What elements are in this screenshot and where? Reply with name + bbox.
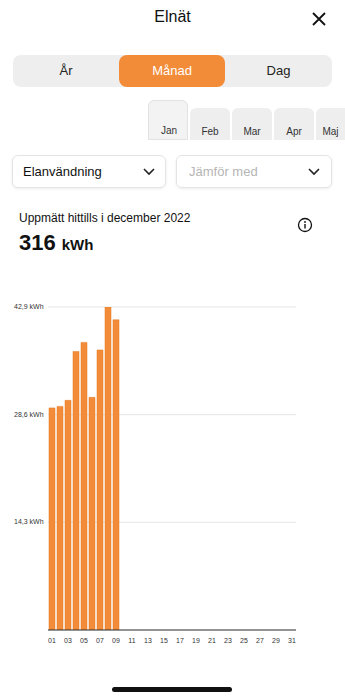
svg-text:17: 17 <box>176 637 184 644</box>
svg-text:42,9 kWh: 42,9 kWh <box>14 303 44 310</box>
svg-text:15: 15 <box>160 637 168 644</box>
svg-text:09: 09 <box>112 637 120 644</box>
svg-text:11: 11 <box>128 637 135 644</box>
svg-text:27: 27 <box>256 637 264 644</box>
svg-text:23: 23 <box>224 637 232 644</box>
svg-text:19: 19 <box>192 637 200 644</box>
html-text:År: År <box>59 63 73 78</box>
svg-text:05: 05 <box>80 637 88 644</box>
html-text:Apr: Apr <box>286 126 302 137</box>
svg-text:28,6 kWh: 28,6 kWh <box>14 411 44 418</box>
svg-text:03: 03 <box>64 637 72 644</box>
svg-text:13: 13 <box>144 637 152 644</box>
svg-text:14,3 kWh: 14,3 kWh <box>14 518 44 525</box>
svg-text:07: 07 <box>96 637 104 644</box>
svg-text:21: 21 <box>208 637 216 644</box>
html-text:Uppmätt hittills i december 20: Uppmätt hittills i december 2022 <box>19 211 191 225</box>
html-text:Mar: Mar <box>243 126 261 137</box>
html-text:Maj: Maj <box>322 126 339 137</box>
html-text:Jämför med: Jämför med <box>189 164 258 179</box>
html-text:Dag: Dag <box>266 63 291 78</box>
svg-text:31: 31 <box>288 637 296 644</box>
svg-text:25: 25 <box>240 637 248 644</box>
html-text:Feb: Feb <box>201 126 219 137</box>
html-text:Månad: Månad <box>152 63 192 78</box>
svg-text:29: 29 <box>272 637 280 644</box>
html-text:Jan: Jan <box>160 125 178 136</box>
html-text:Elanvändning: Elanvändning <box>23 164 102 179</box>
html-text:Elnät: Elnät <box>154 8 191 25</box>
svg-text:01: 01 <box>48 637 56 644</box>
html-text:316 kWh: 316 kWh <box>19 230 94 255</box>
